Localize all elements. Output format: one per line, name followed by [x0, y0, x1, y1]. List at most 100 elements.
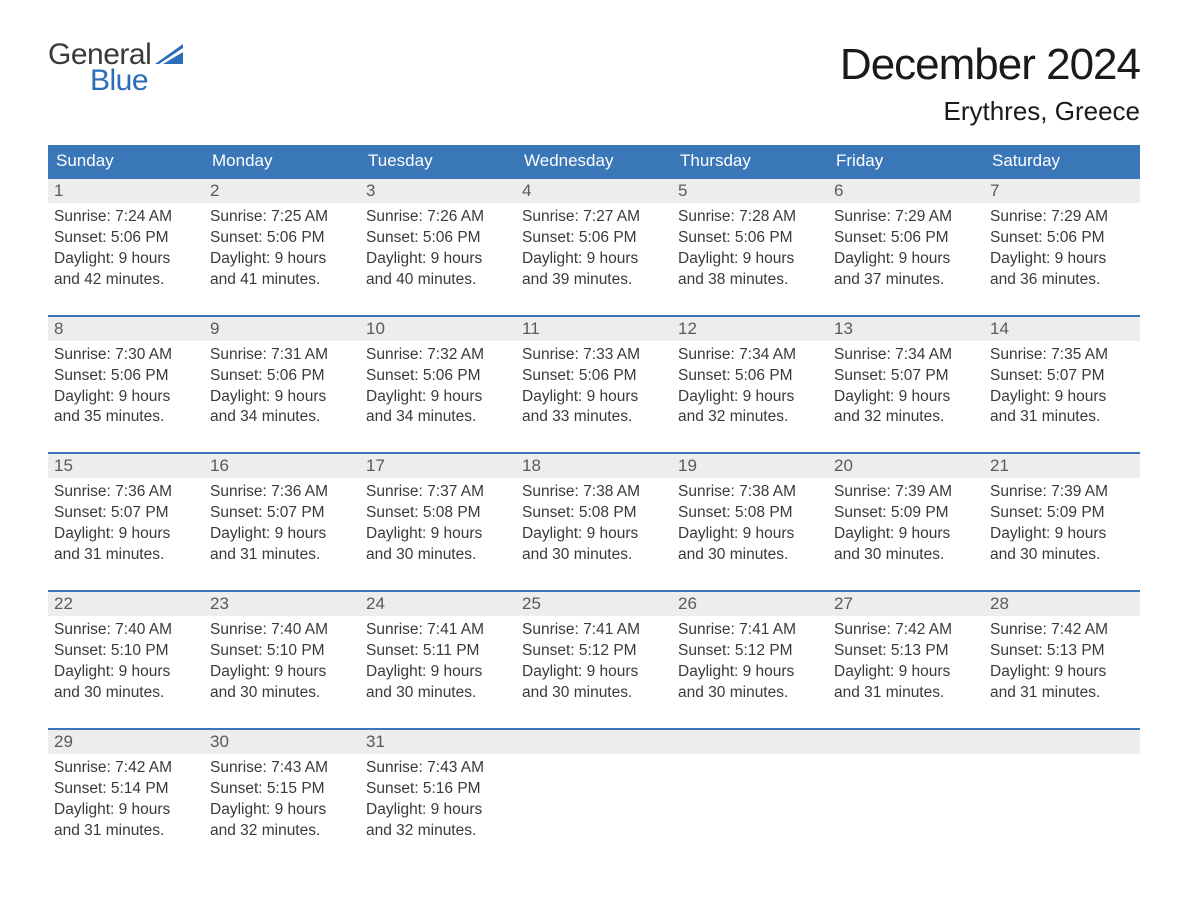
daylight-line: Daylight: 9 hours and 30 minutes. — [522, 662, 666, 704]
daylight-line: Daylight: 9 hours and 42 minutes. — [54, 249, 198, 291]
calendar-day — [516, 730, 672, 846]
daylight-line: Daylight: 9 hours and 31 minutes. — [990, 387, 1134, 429]
day-number: 30 — [204, 730, 360, 754]
daylight-line: Daylight: 9 hours and 30 minutes. — [366, 662, 510, 704]
calendar-day: 1Sunrise: 7:24 AMSunset: 5:06 PMDaylight… — [48, 179, 204, 295]
sunset-line: Sunset: 5:13 PM — [834, 641, 978, 662]
daylight-line: Daylight: 9 hours and 34 minutes. — [366, 387, 510, 429]
daylight-line: Daylight: 9 hours and 32 minutes. — [678, 387, 822, 429]
sunset-line: Sunset: 5:06 PM — [834, 228, 978, 249]
weekday-header: Tuesday — [360, 145, 516, 177]
day-number: 21 — [984, 454, 1140, 478]
calendar-day: 25Sunrise: 7:41 AMSunset: 5:12 PMDayligh… — [516, 592, 672, 708]
day-details — [672, 754, 828, 762]
day-number: 9 — [204, 317, 360, 341]
calendar-week: 8Sunrise: 7:30 AMSunset: 5:06 PMDaylight… — [48, 315, 1140, 433]
daylight-line: Daylight: 9 hours and 35 minutes. — [54, 387, 198, 429]
calendar-day: 14Sunrise: 7:35 AMSunset: 5:07 PMDayligh… — [984, 317, 1140, 433]
day-details: Sunrise: 7:41 AMSunset: 5:12 PMDaylight:… — [672, 616, 828, 708]
calendar-day: 11Sunrise: 7:33 AMSunset: 5:06 PMDayligh… — [516, 317, 672, 433]
day-number: 22 — [48, 592, 204, 616]
daylight-line: Daylight: 9 hours and 39 minutes. — [522, 249, 666, 291]
day-details: Sunrise: 7:25 AMSunset: 5:06 PMDaylight:… — [204, 203, 360, 295]
sunset-line: Sunset: 5:06 PM — [522, 228, 666, 249]
day-number: 10 — [360, 317, 516, 341]
daylight-line: Daylight: 9 hours and 32 minutes. — [366, 800, 510, 842]
page-title: December 2024 — [840, 40, 1140, 90]
sunrise-line: Sunrise: 7:41 AM — [366, 620, 510, 641]
daylight-line: Daylight: 9 hours and 30 minutes. — [366, 524, 510, 566]
calendar: SundayMondayTuesdayWednesdayThursdayFrid… — [48, 145, 1140, 845]
sunset-line: Sunset: 5:10 PM — [210, 641, 354, 662]
sunset-line: Sunset: 5:06 PM — [990, 228, 1134, 249]
logo-flag-icon — [155, 44, 183, 68]
sunset-line: Sunset: 5:06 PM — [522, 366, 666, 387]
day-details: Sunrise: 7:42 AMSunset: 5:13 PMDaylight:… — [984, 616, 1140, 708]
sunrise-line: Sunrise: 7:36 AM — [210, 482, 354, 503]
daylight-line: Daylight: 9 hours and 30 minutes. — [210, 662, 354, 704]
sunset-line: Sunset: 5:07 PM — [54, 503, 198, 524]
calendar-day: 3Sunrise: 7:26 AMSunset: 5:06 PMDaylight… — [360, 179, 516, 295]
day-details: Sunrise: 7:41 AMSunset: 5:12 PMDaylight:… — [516, 616, 672, 708]
calendar-day: 22Sunrise: 7:40 AMSunset: 5:10 PMDayligh… — [48, 592, 204, 708]
sunrise-line: Sunrise: 7:39 AM — [990, 482, 1134, 503]
calendar-day: 13Sunrise: 7:34 AMSunset: 5:07 PMDayligh… — [828, 317, 984, 433]
calendar-day: 31Sunrise: 7:43 AMSunset: 5:16 PMDayligh… — [360, 730, 516, 846]
location: Erythres, Greece — [840, 96, 1140, 127]
day-details: Sunrise: 7:27 AMSunset: 5:06 PMDaylight:… — [516, 203, 672, 295]
day-number: 28 — [984, 592, 1140, 616]
day-details: Sunrise: 7:29 AMSunset: 5:06 PMDaylight:… — [984, 203, 1140, 295]
day-number — [828, 730, 984, 754]
day-details: Sunrise: 7:28 AMSunset: 5:06 PMDaylight:… — [672, 203, 828, 295]
sunset-line: Sunset: 5:06 PM — [366, 366, 510, 387]
sunset-line: Sunset: 5:09 PM — [834, 503, 978, 524]
day-details — [984, 754, 1140, 762]
day-details: Sunrise: 7:42 AMSunset: 5:13 PMDaylight:… — [828, 616, 984, 708]
sunrise-line: Sunrise: 7:29 AM — [990, 207, 1134, 228]
calendar-day: 6Sunrise: 7:29 AMSunset: 5:06 PMDaylight… — [828, 179, 984, 295]
daylight-line: Daylight: 9 hours and 30 minutes. — [678, 662, 822, 704]
calendar-day: 15Sunrise: 7:36 AMSunset: 5:07 PMDayligh… — [48, 454, 204, 570]
sunrise-line: Sunrise: 7:42 AM — [990, 620, 1134, 641]
calendar-day — [672, 730, 828, 846]
daylight-line: Daylight: 9 hours and 38 minutes. — [678, 249, 822, 291]
sunrise-line: Sunrise: 7:40 AM — [54, 620, 198, 641]
day-details — [516, 754, 672, 762]
sunrise-line: Sunrise: 7:40 AM — [210, 620, 354, 641]
day-number: 2 — [204, 179, 360, 203]
calendar-day: 10Sunrise: 7:32 AMSunset: 5:06 PMDayligh… — [360, 317, 516, 433]
daylight-line: Daylight: 9 hours and 41 minutes. — [210, 249, 354, 291]
sunrise-line: Sunrise: 7:25 AM — [210, 207, 354, 228]
day-details: Sunrise: 7:34 AMSunset: 5:06 PMDaylight:… — [672, 341, 828, 433]
weekday-header: Thursday — [672, 145, 828, 177]
calendar-day: 18Sunrise: 7:38 AMSunset: 5:08 PMDayligh… — [516, 454, 672, 570]
sunrise-line: Sunrise: 7:39 AM — [834, 482, 978, 503]
day-number: 13 — [828, 317, 984, 341]
daylight-line: Daylight: 9 hours and 31 minutes. — [834, 662, 978, 704]
calendar-day — [828, 730, 984, 846]
calendar-week: 29Sunrise: 7:42 AMSunset: 5:14 PMDayligh… — [48, 728, 1140, 846]
day-number: 5 — [672, 179, 828, 203]
weekday-header: Wednesday — [516, 145, 672, 177]
day-number: 16 — [204, 454, 360, 478]
daylight-line: Daylight: 9 hours and 30 minutes. — [678, 524, 822, 566]
logo: General Blue — [48, 40, 183, 96]
calendar-week: 1Sunrise: 7:24 AMSunset: 5:06 PMDaylight… — [48, 177, 1140, 295]
calendar-day: 28Sunrise: 7:42 AMSunset: 5:13 PMDayligh… — [984, 592, 1140, 708]
sunrise-line: Sunrise: 7:38 AM — [522, 482, 666, 503]
logo-word-blue: Blue — [90, 66, 183, 96]
day-number: 19 — [672, 454, 828, 478]
day-number: 20 — [828, 454, 984, 478]
sunrise-line: Sunrise: 7:29 AM — [834, 207, 978, 228]
day-details: Sunrise: 7:40 AMSunset: 5:10 PMDaylight:… — [48, 616, 204, 708]
day-details: Sunrise: 7:26 AMSunset: 5:06 PMDaylight:… — [360, 203, 516, 295]
day-number: 11 — [516, 317, 672, 341]
day-number: 8 — [48, 317, 204, 341]
day-number — [516, 730, 672, 754]
day-number: 29 — [48, 730, 204, 754]
day-number: 12 — [672, 317, 828, 341]
calendar-day: 27Sunrise: 7:42 AMSunset: 5:13 PMDayligh… — [828, 592, 984, 708]
sunset-line: Sunset: 5:07 PM — [210, 503, 354, 524]
sunset-line: Sunset: 5:06 PM — [210, 228, 354, 249]
daylight-line: Daylight: 9 hours and 32 minutes. — [834, 387, 978, 429]
